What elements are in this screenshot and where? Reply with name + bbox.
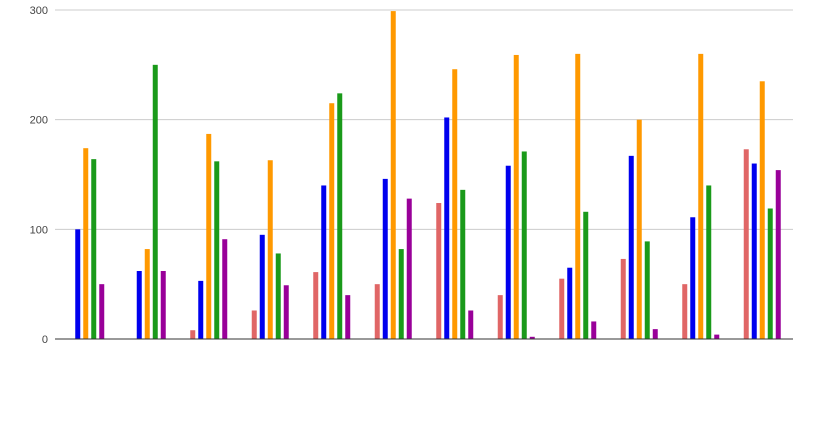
bar — [775, 170, 781, 339]
bar — [390, 11, 396, 339]
bar — [767, 208, 773, 339]
bar — [644, 241, 650, 339]
bar — [521, 151, 527, 339]
y-tick-label: 200 — [30, 115, 48, 127]
bar — [251, 310, 257, 339]
bar — [505, 165, 511, 339]
bar — [743, 149, 749, 339]
bar — [513, 54, 519, 340]
bar — [759, 81, 765, 340]
bar — [214, 161, 220, 339]
bar — [460, 189, 466, 339]
bar — [698, 53, 704, 339]
bar — [83, 148, 89, 339]
bar — [321, 185, 327, 339]
bar — [206, 133, 212, 339]
bar — [452, 69, 458, 339]
bar — [398, 249, 404, 339]
bar — [468, 310, 474, 339]
bar — [567, 267, 573, 339]
bar — [682, 284, 688, 339]
bar — [152, 64, 158, 339]
bar — [690, 217, 696, 339]
bar — [267, 160, 273, 339]
bar — [283, 285, 289, 339]
bar — [259, 234, 265, 339]
bar — [91, 159, 97, 339]
bar — [337, 93, 343, 339]
bar — [329, 103, 335, 339]
bar — [529, 336, 535, 339]
bar — [444, 117, 450, 340]
bar — [559, 278, 565, 339]
bar — [706, 185, 712, 339]
bar — [436, 203, 442, 339]
bar — [751, 163, 757, 339]
bar — [136, 271, 142, 339]
bar — [591, 321, 597, 339]
bar — [190, 330, 196, 339]
bar — [636, 119, 642, 340]
bar — [198, 280, 204, 339]
y-tick-label: 100 — [30, 224, 48, 236]
bar — [652, 329, 658, 339]
y-axis-tick-labels: 0 100 200 300 — [30, 5, 48, 346]
bars — [75, 11, 781, 340]
bar — [275, 253, 281, 339]
bar — [628, 155, 634, 339]
bar — [497, 295, 503, 339]
bar — [575, 53, 581, 339]
y-tick-label: 0 — [42, 334, 48, 346]
gridlines — [55, 9, 793, 230]
bar — [345, 295, 351, 339]
bar — [75, 229, 81, 339]
bar — [382, 178, 388, 339]
bar — [144, 249, 150, 339]
bar — [583, 211, 589, 339]
bar — [714, 334, 720, 339]
bar — [406, 198, 412, 339]
bar — [374, 284, 380, 339]
bar — [160, 271, 166, 339]
bar — [313, 272, 319, 339]
y-tick-label: 300 — [30, 5, 48, 17]
bar — [222, 239, 228, 339]
bar — [99, 284, 105, 339]
bar — [620, 258, 626, 339]
